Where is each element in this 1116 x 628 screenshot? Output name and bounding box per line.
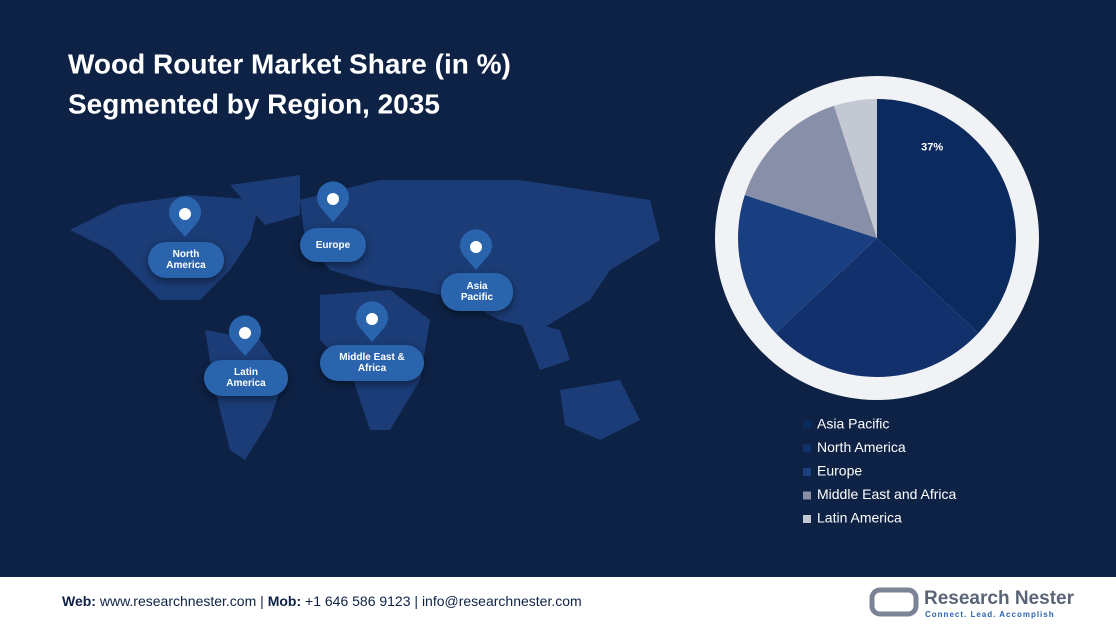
footer-mob: +1 646 586 9123 [305, 593, 411, 609]
map-label: North America [148, 242, 224, 278]
legend-swatch [803, 491, 811, 500]
legend-label: Asia Pacific [817, 416, 889, 432]
legend-label: Latin America [817, 510, 902, 526]
chart-subtitle: Segmented by Region, 2035 [68, 88, 440, 119]
legend-swatch [803, 444, 811, 453]
legend-label: North America [817, 439, 906, 455]
map-label: Europe [300, 228, 366, 262]
map-label-text: North America [166, 249, 206, 271]
footer-label: Web: [62, 593, 96, 609]
data-label: 37% [921, 142, 943, 154]
pie-slice [738, 195, 877, 334]
legend-swatch [803, 515, 811, 523]
footer-band [0, 577, 1116, 628]
map-label: Asia Pacific [441, 273, 513, 311]
logo-text: Research Nester [924, 588, 1075, 609]
pie-slice [744, 105, 877, 238]
map-label-text: Latin America [226, 367, 266, 389]
footer-email: info@researchnester.com [422, 593, 582, 609]
map-pins [169, 181, 492, 356]
footer-sep: | [260, 593, 264, 609]
legend-swatch [803, 468, 811, 476]
logo-tagline: Connect. Lead. Accomplish [925, 610, 1055, 619]
legend-label: Europe [817, 463, 862, 479]
legend-swatch [803, 421, 811, 429]
footer-text: Web: www.researchnester.com | Mob: +1 64… [62, 593, 582, 609]
footer-web: www.researchnester.com [99, 593, 256, 609]
footer-sep: | [414, 593, 418, 609]
footer-label: Mob: [268, 593, 301, 609]
map-label: Middle East & Africa [320, 345, 424, 381]
map-label-text: Middle East & Africa [339, 352, 405, 374]
pie-slice [877, 99, 1017, 334]
legend-label: Middle East and Africa [817, 486, 957, 502]
pie-slice [834, 99, 877, 238]
map-label-text: Europe [315, 239, 351, 251]
map-label: Latin America [204, 360, 288, 396]
logo-icon [869, 587, 919, 617]
pie-slice [775, 238, 979, 377]
map-label-text: Asia Pacific [460, 281, 494, 303]
chart-title: Wood Router Market Share (in %) [68, 48, 511, 79]
